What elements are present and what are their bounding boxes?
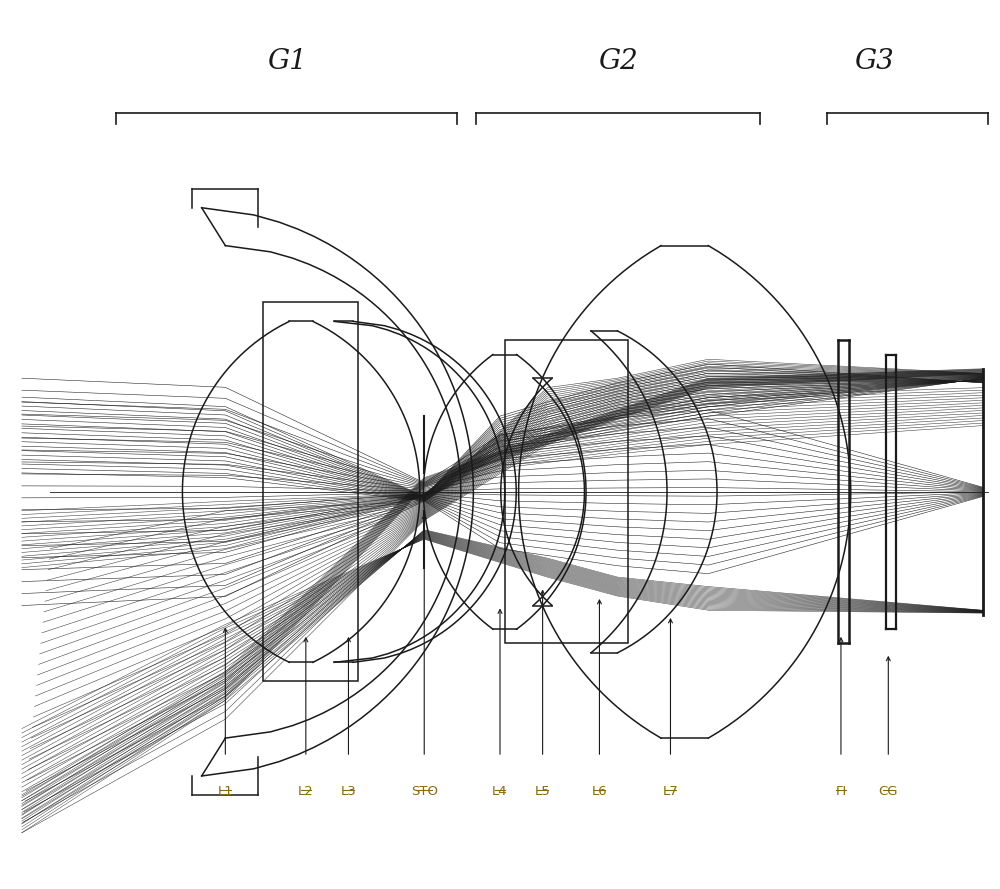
- Text: G1: G1: [267, 48, 307, 76]
- Text: G2: G2: [599, 48, 638, 76]
- Text: L4: L4: [492, 786, 508, 798]
- Text: L2: L2: [298, 786, 314, 798]
- Text: FI: FI: [835, 786, 847, 798]
- Text: STO: STO: [411, 786, 438, 798]
- Text: CG: CG: [879, 786, 898, 798]
- Text: L7: L7: [663, 786, 678, 798]
- Text: L1: L1: [217, 786, 233, 798]
- Bar: [263, 302, 358, 681]
- Text: L6: L6: [592, 786, 607, 798]
- Text: G3: G3: [854, 48, 894, 76]
- Bar: [505, 340, 628, 644]
- Text: L5: L5: [535, 786, 550, 798]
- Text: L3: L3: [341, 786, 356, 798]
